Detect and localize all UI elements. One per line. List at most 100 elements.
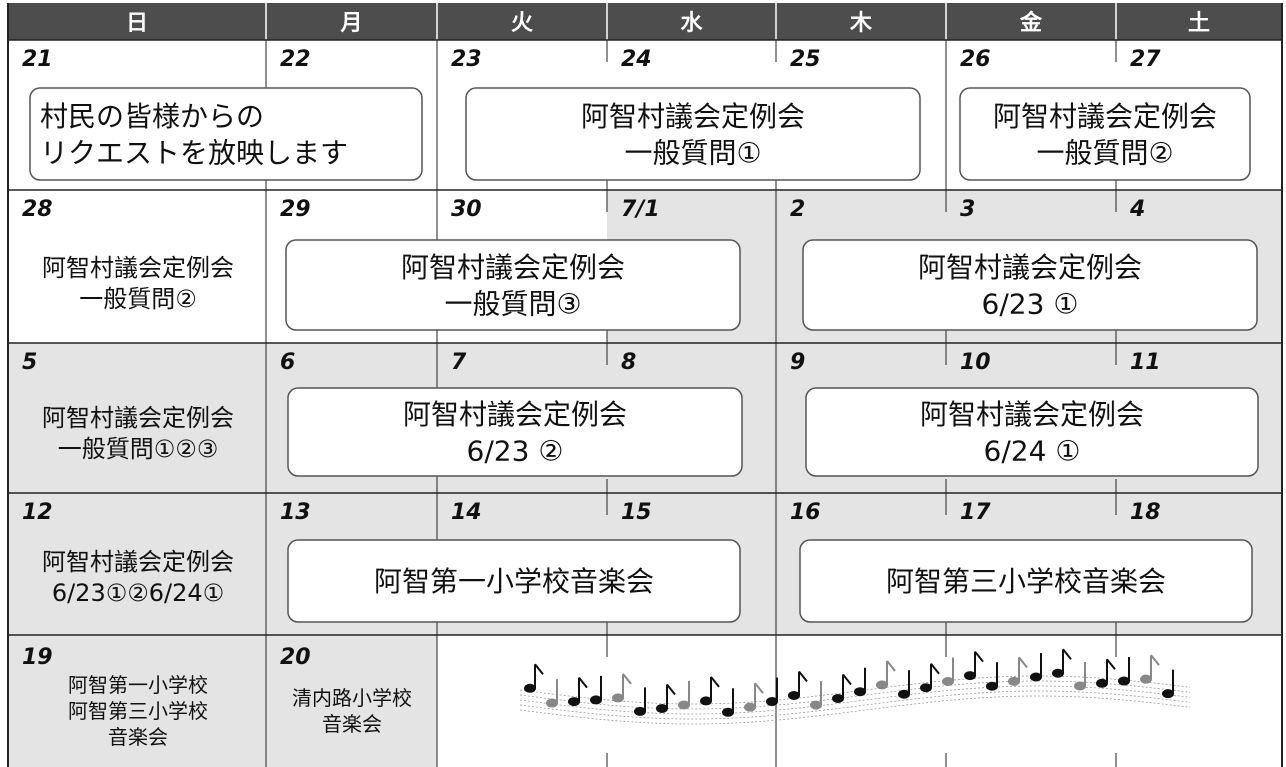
event-text: 阿智第一小学校音楽会 (374, 565, 654, 598)
date: 4 (1129, 197, 1145, 222)
note (634, 706, 646, 716)
date: 16 (790, 500, 821, 525)
event-text: 清内路小学校 (292, 686, 412, 710)
staff-line (519, 690, 1191, 720)
event-box (29, 87, 423, 181)
date: 3 (960, 197, 975, 222)
note (810, 700, 822, 710)
event-text: 阿智村議会定例会 (918, 251, 1142, 284)
note-flag (1018, 656, 1028, 668)
note (722, 707, 734, 717)
weekday: 月 (339, 11, 362, 36)
date: 5 (22, 350, 37, 375)
date: 25 (790, 47, 821, 72)
date: 19 (22, 645, 53, 670)
note (1074, 681, 1086, 691)
date: 27 (1130, 47, 1161, 72)
date: 6 (280, 350, 295, 375)
note (920, 683, 932, 693)
weekday: 土 (1188, 11, 1210, 36)
event-text: 阿智第三小学校音楽会 (886, 565, 1166, 598)
note-flag (622, 673, 632, 685)
event-text: 村民の皆様からの (40, 100, 264, 133)
date: 9 (790, 350, 805, 375)
shade (8, 635, 437, 767)
note (1140, 674, 1152, 684)
event-text: 阿智村議会定例会 (401, 251, 625, 284)
event-text: 阿智村議会定例会 (42, 404, 234, 432)
note (656, 703, 668, 713)
date: 26 (960, 47, 991, 72)
note (788, 690, 800, 700)
event-text: 阿智村議会定例会 (993, 100, 1217, 133)
date: 21 (22, 47, 53, 72)
note (766, 697, 778, 707)
note-flag (974, 650, 984, 663)
event-text: リクエストを放映します (40, 136, 348, 169)
event-box (799, 539, 1253, 623)
event-box (802, 239, 1258, 331)
event-text: 6/23 ② (467, 434, 564, 467)
note-flag (886, 660, 896, 672)
note (898, 689, 910, 699)
note-flag (842, 673, 852, 686)
note (986, 681, 998, 691)
weekday: 木 (849, 11, 873, 36)
date: 13 (280, 500, 311, 525)
event-text: 一般質問③ (444, 287, 581, 320)
note (700, 696, 712, 706)
event-text: 一般質問① (624, 136, 761, 169)
note-flag (798, 670, 808, 683)
note (964, 671, 976, 681)
note-flag (930, 663, 940, 675)
event-box (805, 387, 1259, 477)
date: 11 (1130, 350, 1161, 375)
note (1052, 668, 1064, 678)
note (1096, 678, 1108, 688)
event-text: 6/23①②6/24① (52, 579, 224, 607)
note (546, 698, 558, 708)
event-box (287, 539, 741, 623)
header-bar (8, 3, 1282, 40)
note (854, 687, 866, 697)
weekday: 水 (680, 11, 703, 36)
note (942, 676, 954, 686)
event-text: 阿智村議会定例会 (920, 398, 1144, 431)
event-text: 阿智村議会定例会 (42, 254, 234, 282)
event-text: 音楽会 (322, 712, 382, 736)
note (1008, 676, 1020, 686)
event-text: 阿智村議会定例会 (581, 100, 805, 133)
event-text: 阿智第三小学校 (68, 699, 208, 723)
note (744, 702, 756, 712)
date: 10 (960, 350, 991, 375)
note (1118, 676, 1130, 686)
date: 2 (790, 197, 805, 222)
event-text: 阿智村議会定例会 (403, 398, 627, 431)
note (1162, 689, 1174, 699)
note (612, 693, 624, 703)
event-text: 一般質問② (79, 285, 197, 313)
event-text: 6/24 ① (984, 434, 1081, 467)
date: 15 (621, 500, 652, 525)
event-text: 6/23 ① (982, 287, 1079, 320)
note-flag (754, 682, 764, 694)
date: 17 (960, 500, 991, 525)
note (876, 680, 888, 690)
event-text: 阿智第一小学校 (68, 673, 208, 697)
note-flag (578, 676, 588, 689)
event-box (465, 87, 921, 181)
event-text: 音楽会 (108, 725, 168, 749)
note (678, 700, 690, 710)
event-text: 阿智村議会定例会 (42, 548, 234, 576)
date: 23 (451, 47, 482, 72)
date: 18 (1130, 500, 1161, 525)
event-text: 一般質問② (1036, 136, 1173, 169)
note (524, 683, 536, 693)
note (832, 693, 844, 703)
date: 30 (451, 197, 482, 222)
date: 28 (22, 197, 53, 222)
note-flag (1062, 648, 1072, 660)
note-flag (666, 683, 676, 696)
date: 20 (280, 645, 311, 670)
